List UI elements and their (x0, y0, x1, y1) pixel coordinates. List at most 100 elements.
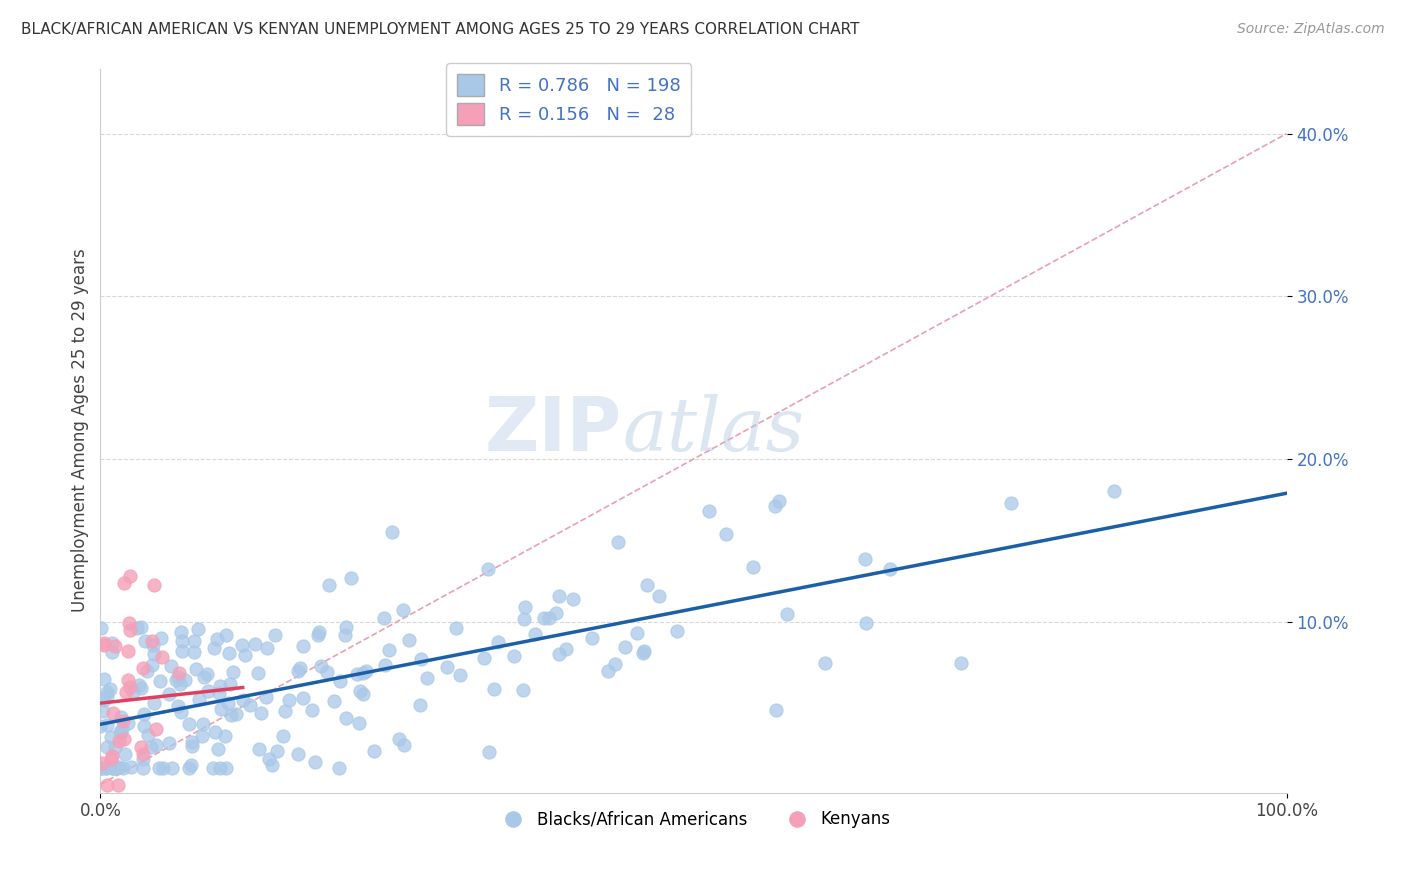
Point (142, 578, 165, 592)
Point (191, 729, 214, 743)
Point (118, 680, 141, 694)
Point (96, 739, 118, 754)
Point (1000, 496, 1022, 510)
Point (118, 623, 141, 637)
Point (101, 761, 124, 775)
Point (291, 640, 314, 654)
Point (191, 717, 214, 731)
Point (96, 718, 118, 732)
Point (636, 578, 658, 592)
Point (562, 592, 585, 607)
Point (318, 578, 340, 592)
Point (486, 634, 509, 648)
Point (129, 681, 152, 696)
Point (328, 761, 350, 775)
Text: Source: ZipAtlas.com: Source: ZipAtlas.com (1237, 22, 1385, 37)
Point (152, 761, 174, 775)
Point (141, 633, 163, 648)
Point (202, 640, 225, 655)
Point (148, 761, 170, 775)
Point (96, 690, 118, 704)
Point (287, 747, 309, 762)
Point (853, 551, 876, 566)
Point (606, 535, 628, 549)
Point (100, 749, 122, 764)
Point (217, 696, 239, 710)
Point (231, 639, 253, 653)
Point (205, 632, 228, 646)
Point (129, 620, 152, 634)
Point (263, 628, 285, 642)
Point (257, 752, 280, 766)
Point (96, 761, 118, 775)
Point (388, 731, 411, 746)
Point (111, 761, 134, 775)
Point (225, 707, 247, 722)
Point (214, 628, 236, 642)
Point (93, 693, 115, 707)
Point (478, 746, 501, 760)
Point (287, 664, 309, 678)
Point (112, 576, 135, 591)
Point (134, 634, 156, 648)
Point (232, 693, 254, 707)
Point (409, 698, 432, 712)
Point (98, 681, 121, 696)
Point (697, 504, 720, 518)
Point (392, 603, 415, 617)
Point (111, 722, 134, 736)
Point (222, 665, 245, 679)
Point (266, 744, 288, 758)
Point (855, 616, 877, 631)
Point (309, 658, 332, 673)
Point (347, 716, 370, 731)
Point (120, 760, 142, 774)
Point (380, 524, 402, 539)
Point (596, 664, 619, 678)
Point (104, 640, 127, 654)
Point (180, 757, 202, 772)
Point (354, 664, 377, 678)
Text: atlas: atlas (623, 394, 804, 467)
Point (169, 677, 191, 691)
Point (204, 725, 226, 739)
Point (273, 704, 295, 718)
Point (254, 690, 277, 705)
Point (132, 761, 155, 775)
Point (219, 677, 242, 691)
Point (193, 670, 215, 684)
Point (167, 699, 190, 714)
Point (333, 628, 356, 642)
Point (260, 758, 283, 772)
Point (128, 678, 150, 692)
Point (100, 752, 122, 766)
Point (308, 624, 330, 639)
Point (170, 644, 193, 658)
Point (208, 686, 231, 700)
Point (118, 568, 141, 582)
Point (157, 687, 180, 701)
Text: BLACK/AFRICAN AMERICAN VS KENYAN UNEMPLOYMENT AMONG AGES 25 TO 29 YEARS CORRELAT: BLACK/AFRICAN AMERICAN VS KENYAN UNEMPLO… (21, 22, 859, 37)
Point (160, 658, 183, 673)
Point (183, 645, 205, 659)
Point (132, 747, 155, 761)
Point (118, 615, 141, 630)
Point (110, 725, 132, 739)
Point (243, 637, 266, 651)
Point (378, 643, 401, 657)
Point (879, 562, 901, 576)
Point (554, 642, 576, 657)
Point (742, 560, 765, 574)
Point (218, 646, 240, 660)
Point (149, 674, 172, 689)
Point (776, 607, 799, 622)
Point (626, 625, 648, 640)
Point (132, 661, 155, 675)
Point (533, 611, 555, 625)
Point (209, 761, 232, 775)
Point (114, 747, 136, 762)
Point (716, 527, 738, 541)
Point (949, 656, 972, 670)
Point (142, 638, 165, 652)
Point (214, 761, 236, 775)
